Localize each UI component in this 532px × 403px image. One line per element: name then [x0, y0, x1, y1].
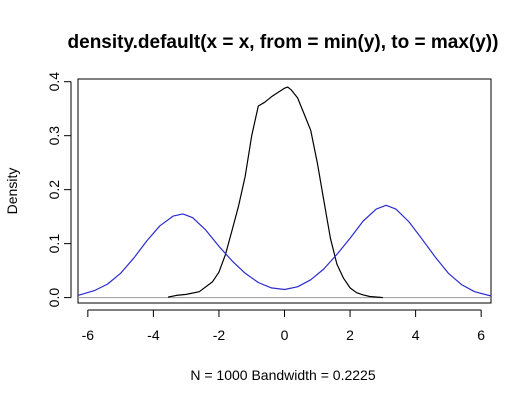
- y-tick-label: 0.2: [46, 180, 62, 200]
- axes: [64, 81, 482, 317]
- density-curve-black: [167, 86, 383, 299]
- y-axis-label: Density: [4, 168, 20, 215]
- x-axis-label: N = 1000 Bandwidth = 0.2225: [190, 367, 375, 383]
- x-tick-label: 6: [477, 327, 485, 343]
- x-tick-label: 2: [346, 327, 354, 343]
- density-curves: [77, 86, 492, 299]
- y-tick-label: 0.0: [46, 288, 62, 308]
- x-tick-label: -2: [213, 327, 226, 343]
- plot-frame: [77, 78, 492, 304]
- y-tick-label: 0.4: [46, 72, 62, 92]
- x-tick-label: 0: [281, 327, 289, 343]
- chart-title: density.default(x = x, from = min(y), to…: [68, 32, 499, 53]
- x-tick-label: -4: [147, 327, 160, 343]
- density-curve-blue: [77, 204, 492, 297]
- y-tick-label: 0.3: [46, 126, 62, 146]
- y-tick-labels: 0.0 0.1 0.2 0.3 0.4: [46, 72, 62, 308]
- x-tick-label: 4: [412, 327, 420, 343]
- x-tick-label: -6: [82, 327, 95, 343]
- y-tick-label: 0.1: [46, 234, 62, 254]
- x-tick-labels: -6 -4 -2 0 2 4 6: [82, 327, 486, 343]
